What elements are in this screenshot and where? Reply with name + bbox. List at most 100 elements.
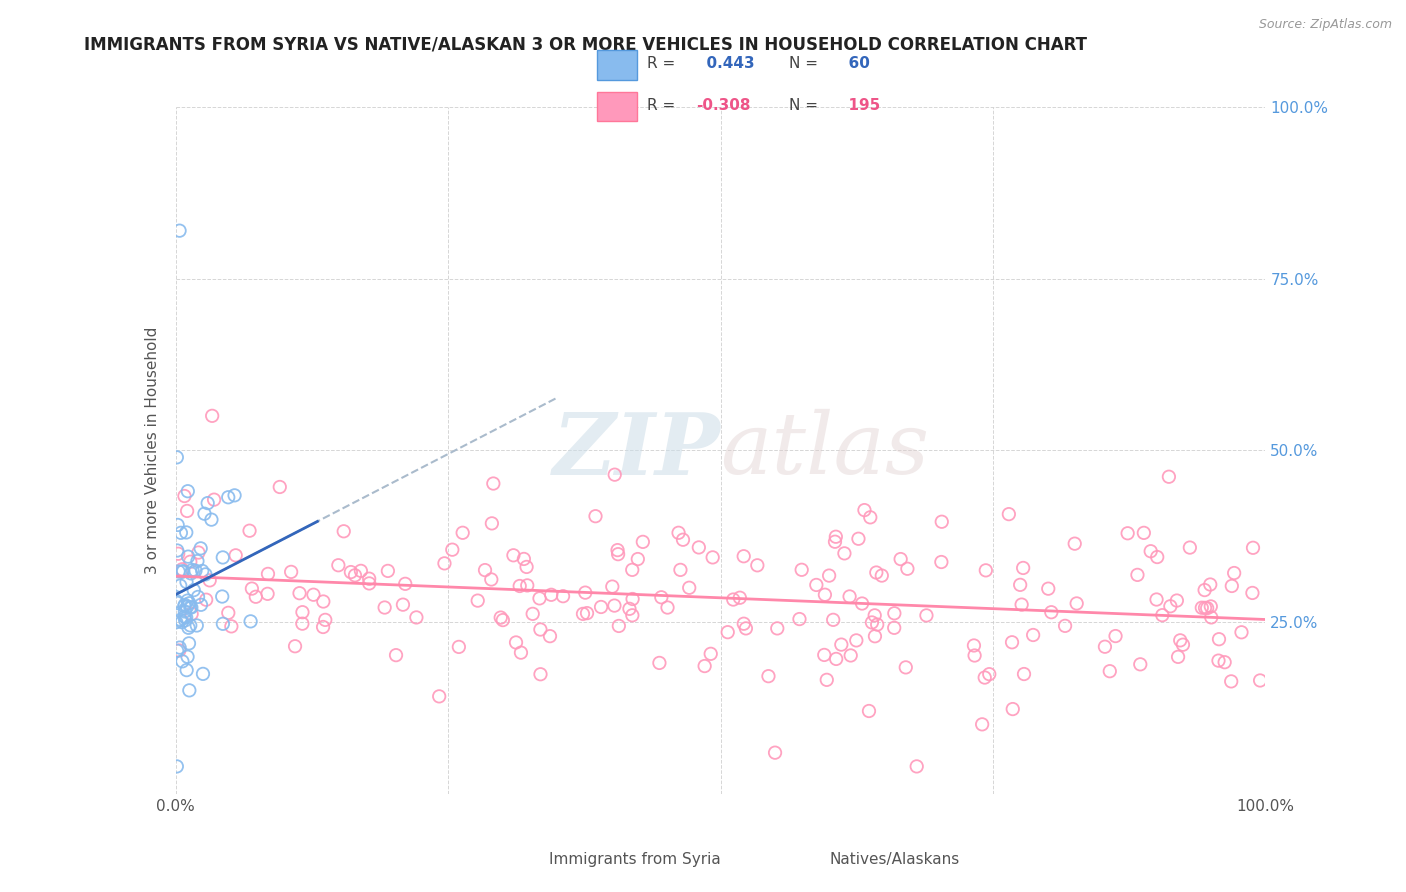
Point bbox=[186, 618, 208, 632]
Point bbox=[173, 605, 195, 619]
Point bbox=[1133, 525, 1156, 540]
Point bbox=[1191, 600, 1213, 615]
Point bbox=[359, 576, 381, 591]
Point bbox=[1010, 578, 1032, 592]
Point bbox=[576, 606, 599, 620]
Point bbox=[177, 621, 200, 635]
Point bbox=[824, 530, 846, 544]
Point bbox=[1157, 469, 1180, 483]
Point bbox=[169, 640, 191, 655]
Point bbox=[551, 589, 574, 603]
Point bbox=[522, 607, 544, 621]
Point bbox=[1159, 599, 1181, 614]
Point bbox=[328, 558, 350, 573]
Point bbox=[1223, 566, 1246, 580]
Point bbox=[851, 597, 873, 611]
Point bbox=[657, 600, 679, 615]
Point bbox=[176, 574, 198, 589]
Point bbox=[1146, 549, 1168, 564]
Point bbox=[172, 562, 194, 576]
Point bbox=[1098, 664, 1121, 678]
Point bbox=[825, 652, 848, 666]
Point bbox=[256, 587, 278, 601]
Point bbox=[883, 607, 905, 621]
Point bbox=[170, 615, 193, 629]
Point bbox=[815, 673, 838, 687]
Point bbox=[845, 633, 868, 648]
Point bbox=[169, 613, 191, 627]
Point bbox=[728, 591, 751, 605]
Point bbox=[186, 554, 208, 568]
Point bbox=[1126, 567, 1149, 582]
Text: -0.308: -0.308 bbox=[696, 98, 751, 113]
Point bbox=[1166, 593, 1188, 607]
Point bbox=[201, 409, 224, 423]
Point bbox=[179, 600, 201, 615]
Point bbox=[1054, 619, 1077, 633]
Point bbox=[190, 541, 212, 556]
Text: ZIP: ZIP bbox=[553, 409, 721, 492]
Point bbox=[166, 759, 188, 773]
Point bbox=[1199, 599, 1222, 614]
Point bbox=[179, 683, 201, 698]
Point bbox=[177, 549, 200, 564]
Point bbox=[510, 646, 533, 660]
Point bbox=[688, 541, 710, 555]
Point bbox=[217, 606, 239, 620]
Point bbox=[860, 615, 883, 630]
Point bbox=[858, 704, 880, 718]
Point bbox=[288, 586, 311, 600]
Point bbox=[866, 617, 889, 632]
Point bbox=[1241, 586, 1264, 600]
Point bbox=[492, 613, 515, 627]
Point bbox=[165, 615, 187, 629]
Point bbox=[1197, 601, 1219, 615]
Point bbox=[1249, 673, 1271, 688]
Point bbox=[702, 550, 724, 565]
Point bbox=[245, 590, 267, 604]
Point bbox=[1178, 541, 1201, 555]
Text: R =: R = bbox=[647, 56, 675, 71]
Point bbox=[433, 557, 456, 571]
Text: N =: N = bbox=[789, 98, 818, 113]
Point bbox=[1213, 655, 1236, 669]
Point bbox=[167, 547, 190, 561]
Point bbox=[173, 598, 195, 612]
Point bbox=[1129, 657, 1152, 672]
Point bbox=[723, 592, 745, 607]
Point bbox=[1012, 667, 1035, 681]
Point bbox=[169, 643, 191, 657]
Point bbox=[200, 513, 222, 527]
Point bbox=[280, 565, 302, 579]
Point bbox=[257, 566, 280, 581]
Point bbox=[312, 594, 335, 608]
Point bbox=[678, 581, 700, 595]
Point bbox=[870, 568, 893, 582]
Point bbox=[859, 510, 882, 524]
Point bbox=[963, 648, 986, 663]
Point bbox=[574, 585, 596, 599]
Point bbox=[1094, 640, 1116, 654]
Point bbox=[848, 532, 870, 546]
Point bbox=[529, 591, 551, 606]
Point bbox=[621, 592, 644, 607]
Point bbox=[165, 594, 187, 608]
Point bbox=[184, 564, 207, 578]
Point bbox=[603, 599, 626, 613]
Point bbox=[176, 649, 198, 664]
Point bbox=[224, 488, 246, 502]
Point bbox=[173, 609, 195, 624]
Point bbox=[963, 639, 986, 653]
Point bbox=[603, 467, 626, 482]
Point bbox=[693, 659, 716, 673]
Point bbox=[839, 648, 862, 663]
Point bbox=[1038, 582, 1060, 596]
Point bbox=[529, 667, 551, 681]
Point bbox=[509, 579, 531, 593]
Point bbox=[823, 613, 845, 627]
Point bbox=[284, 639, 307, 653]
Point bbox=[606, 543, 628, 558]
Text: Natives/Alaskans: Natives/Alaskans bbox=[830, 853, 960, 867]
Point bbox=[474, 563, 496, 577]
Point bbox=[193, 507, 215, 521]
